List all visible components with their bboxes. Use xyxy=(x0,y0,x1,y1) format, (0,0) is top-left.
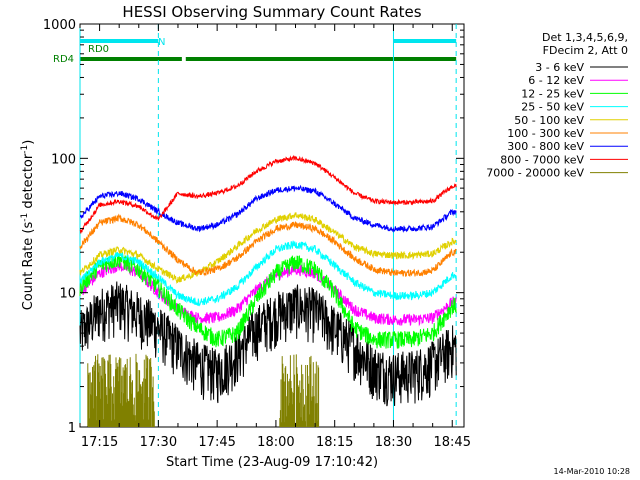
x-axis-label: Start Time (23-Aug-09 17:10:42) xyxy=(166,455,378,470)
x-tick-label-18-45: 18:45 xyxy=(434,435,471,450)
legend-label-800-7000-kev: 800 - 7000 keV xyxy=(500,153,584,166)
series-line-800-7000-kev xyxy=(79,154,457,234)
legend-label-100-300-kev: 100 - 300 keV xyxy=(507,127,584,140)
y-tick-label-10: 10 xyxy=(59,287,76,302)
x-tick-label-18-00: 18:00 xyxy=(257,435,294,450)
legend-label-6-12-kev: 6 - 12 keV xyxy=(528,74,584,87)
footer-date: 14-Mar-2010 10:28 xyxy=(554,467,631,476)
x-tick-label-17-45: 17:45 xyxy=(198,435,235,450)
x-axis-ticks: 17:15 17:30 17:45 18:00 18:15 18:30 18:45 xyxy=(79,24,471,450)
x-tick-label-18-15: 18:15 xyxy=(316,435,353,450)
x-tick-label-18-30: 18:30 xyxy=(375,435,412,450)
series-line-300-800-kev xyxy=(79,184,457,233)
series-line-100-300-kev xyxy=(79,213,457,277)
legend-label-12-25-kev: 12 - 25 keV xyxy=(521,87,584,100)
legend: Det 1,3,4,5,6,9, FDecim 2, Att 0 3 - 6 k… xyxy=(486,31,628,180)
series-lines xyxy=(79,154,457,427)
y-axis-label: Count Rate (s-1 detector-1) xyxy=(20,140,36,311)
series-line-25-50-kev xyxy=(79,240,457,307)
x-tick-label-17-15: 17:15 xyxy=(81,435,118,450)
legend-header-line-2: FDecim 2, Att 0 xyxy=(543,44,628,57)
y-axis-ticks: 1 10 100 1000 xyxy=(43,18,464,436)
legend-header-line-1: Det 1,3,4,5,6,9, xyxy=(542,31,628,44)
chart-title: HESSI Observing Summary Count Rates xyxy=(122,3,421,21)
series-line-50-100-kev xyxy=(79,212,457,285)
series-line-3-6-kev xyxy=(79,281,457,407)
legend-label-7000-20000-kev: 7000 - 20000 keV xyxy=(486,167,584,180)
x-tick-label-17-30: 17:30 xyxy=(140,435,177,450)
flag-label-rd4: RD4 xyxy=(53,54,74,65)
flag-bars: N RD0 RD4 xyxy=(53,37,457,65)
legend-label-50-100-kev: 50 - 100 keV xyxy=(514,114,584,127)
legend-label-300-800-kev: 300 - 800 keV xyxy=(507,140,584,153)
series-line-12-25-kev xyxy=(79,252,457,349)
flag-label-n: N xyxy=(158,37,165,48)
flag-label-rd0: RD0 xyxy=(88,44,109,55)
legend-label-25-50-kev: 25 - 50 keV xyxy=(521,101,584,114)
y-tick-label-1000: 1000 xyxy=(43,18,76,33)
y-tick-label-1: 1 xyxy=(68,421,76,436)
legend-label-3-6-kev: 3 - 6 keV xyxy=(535,61,584,74)
y-tick-label-100: 100 xyxy=(51,152,76,167)
